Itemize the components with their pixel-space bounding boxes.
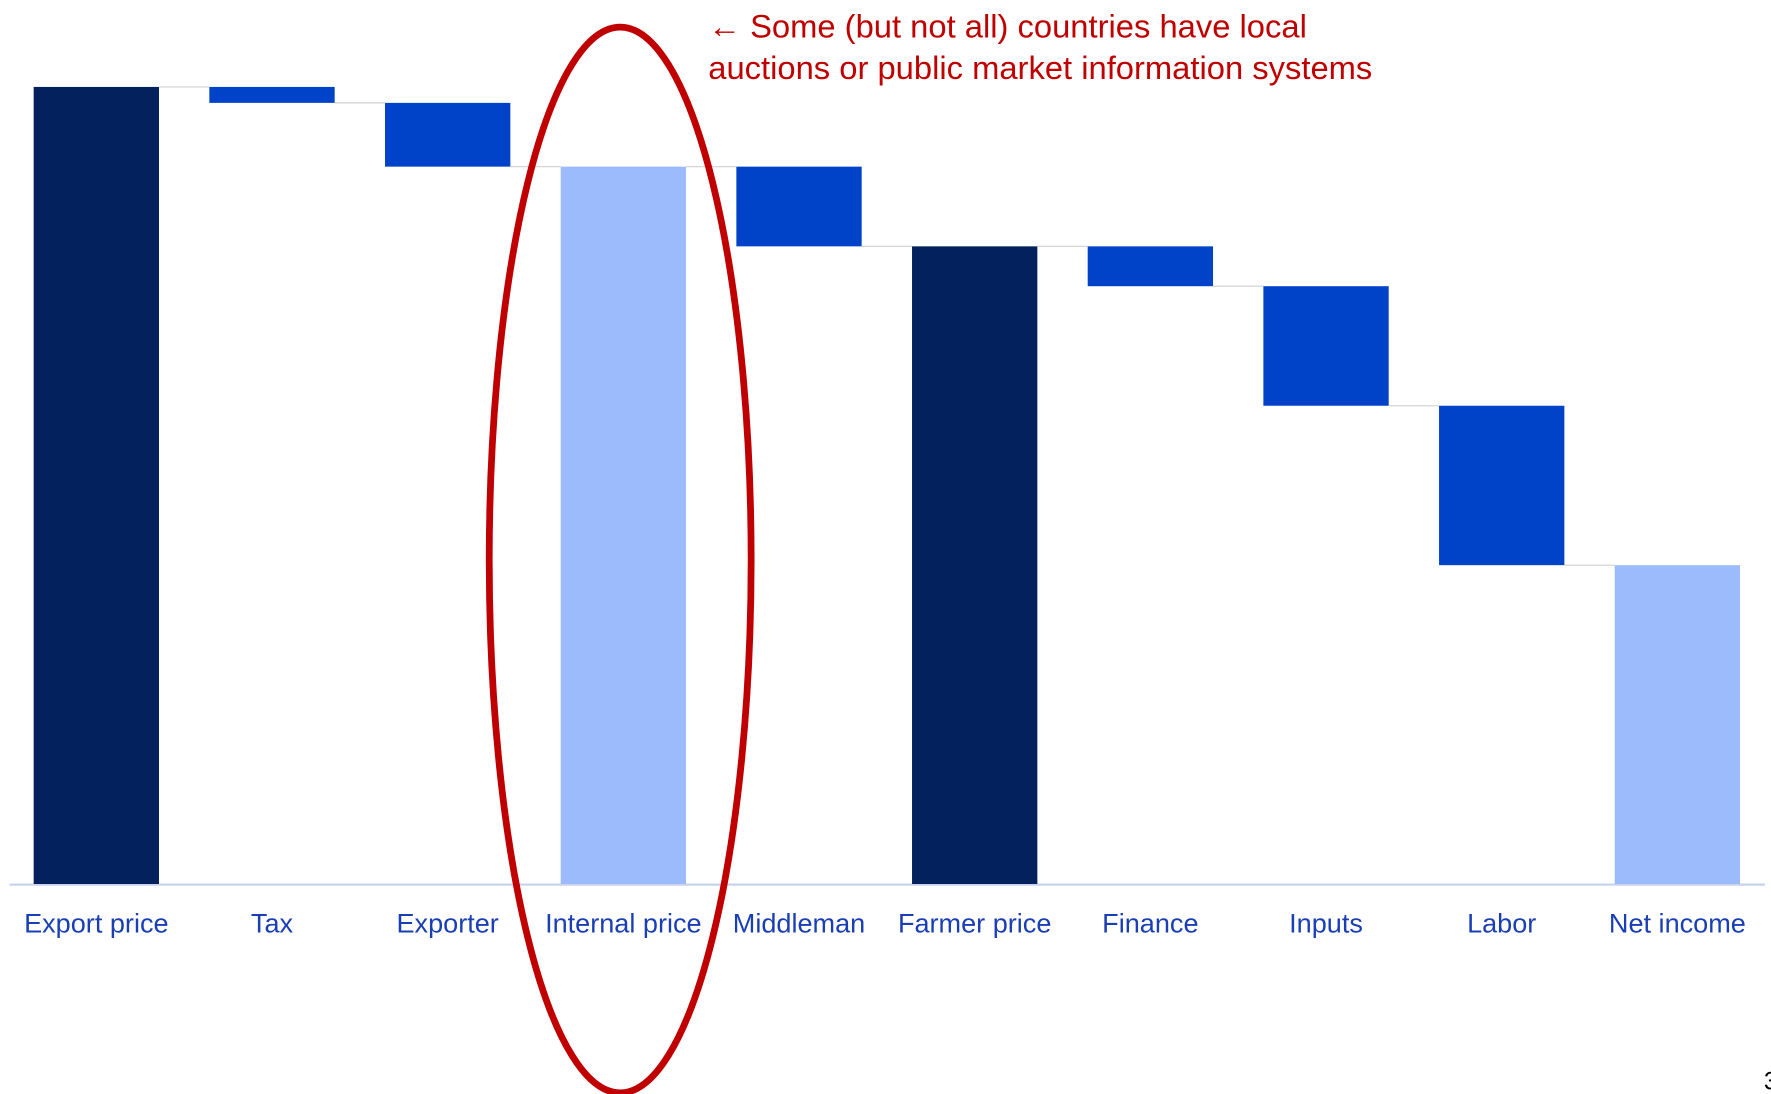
bar bbox=[912, 246, 1038, 885]
x-tick-label: Net income bbox=[1609, 908, 1746, 939]
bar bbox=[209, 86, 335, 103]
bar bbox=[1263, 286, 1389, 406]
highlight-ellipse bbox=[485, 23, 755, 1094]
x-tick-label: Export price bbox=[24, 908, 168, 939]
bar bbox=[736, 166, 862, 247]
bars bbox=[33, 86, 1741, 885]
bar bbox=[1614, 565, 1741, 885]
annotation: ← Some (but not all) countries have loca… bbox=[708, 7, 1307, 44]
annotation: auctions or public market information sy… bbox=[708, 49, 1372, 86]
bar bbox=[560, 166, 687, 885]
x-tick-label: Internal price bbox=[545, 908, 702, 939]
bar bbox=[33, 86, 159, 885]
x-tick-label: Tax bbox=[251, 908, 294, 939]
x-tick-label: Farmer price bbox=[898, 908, 1051, 939]
bar bbox=[1439, 405, 1565, 566]
x-tick-label: Inputs bbox=[1289, 908, 1363, 939]
x-tick-label: Middleman bbox=[733, 908, 865, 939]
x-tick-label: Labor bbox=[1467, 908, 1536, 939]
page-number: 3 bbox=[1764, 1068, 1771, 1094]
x-tick-label: Finance bbox=[1102, 908, 1198, 939]
x-tick-label: Exporter bbox=[397, 908, 499, 939]
bar bbox=[385, 102, 511, 167]
bar bbox=[1087, 246, 1214, 287]
